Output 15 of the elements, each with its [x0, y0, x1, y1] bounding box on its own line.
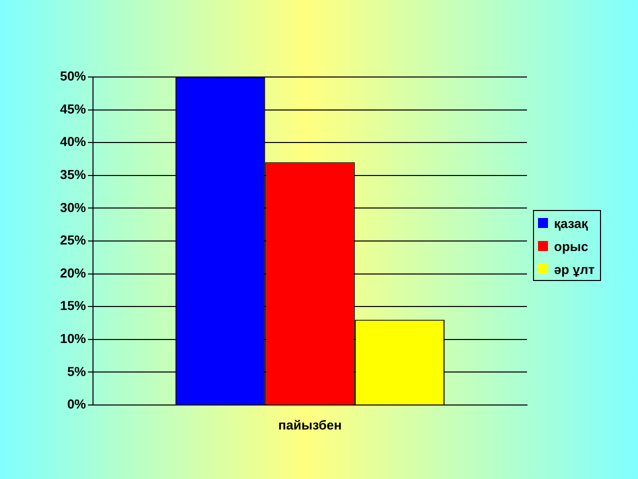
y-tick-label: 15% — [60, 298, 86, 314]
y-tick-label: 30% — [60, 200, 86, 215]
legend-label: әр ұлт — [554, 262, 595, 278]
y-tick-label: 20% — [60, 265, 86, 280]
y-tick-label: 50% — [60, 68, 86, 84]
x-tick-label: пайызбен — [278, 417, 342, 432]
y-tick-label: 10% — [60, 330, 86, 346]
y-tick-label: 0% — [67, 396, 86, 412]
y-tick-label: 25% — [60, 232, 86, 248]
y-tick-label: 5% — [67, 364, 86, 379]
y-tick-label: 35% — [60, 166, 86, 182]
legend-label: орыс — [554, 239, 588, 254]
legend-label: қазақ — [554, 216, 588, 232]
y-tick-label: 40% — [60, 134, 86, 150]
y-tick-label: 45% — [60, 101, 86, 116]
